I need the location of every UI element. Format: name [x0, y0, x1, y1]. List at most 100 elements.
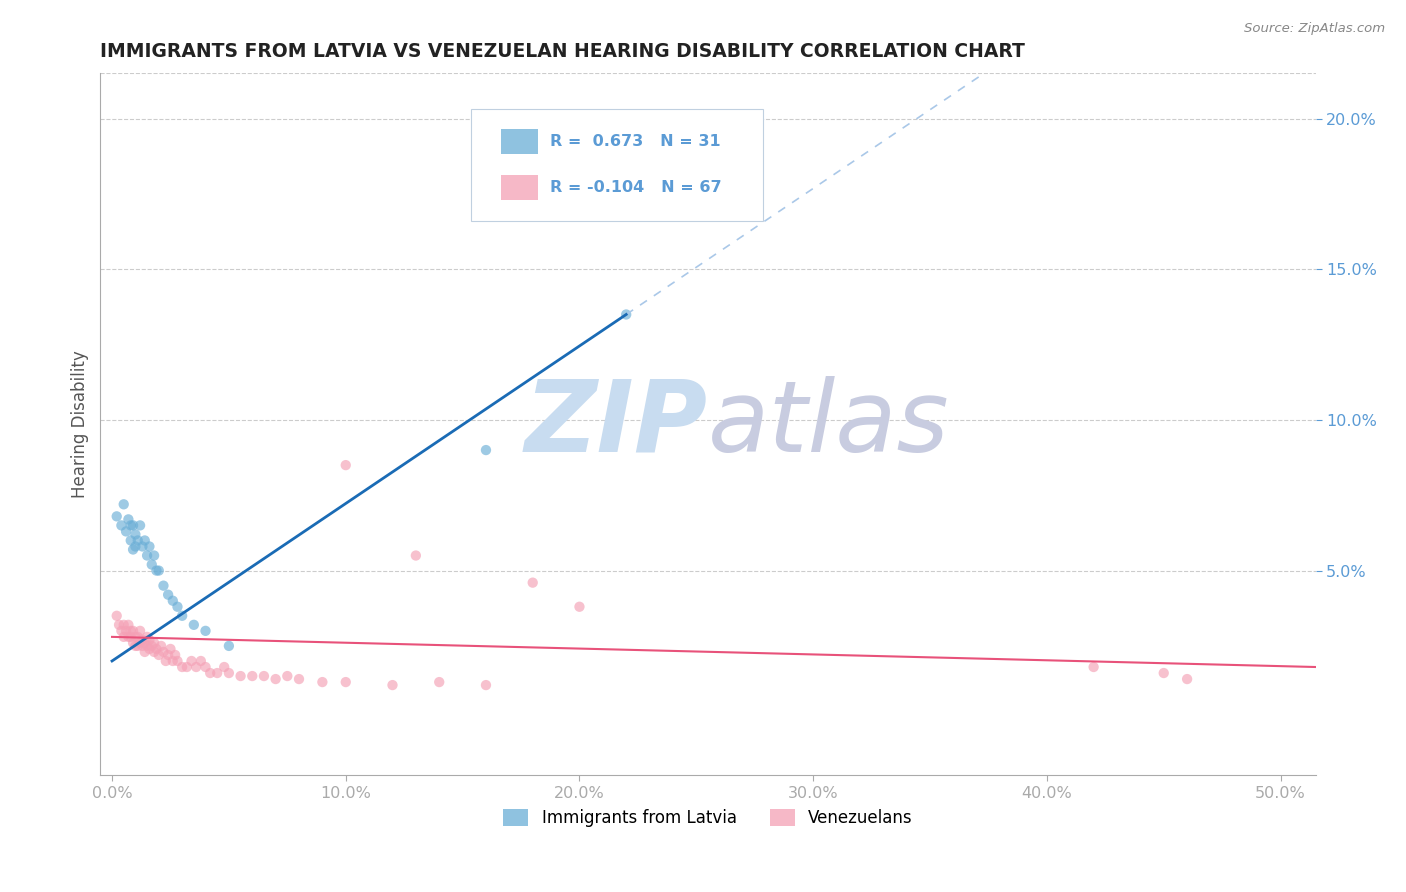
Point: [131, 540, 153, 554]
Point: [405, 549, 427, 563]
Bar: [502, 175, 538, 200]
Point: [120, 630, 142, 644]
Point: [136, 639, 159, 653]
Point: [134, 636, 156, 650]
Text: R =  0.673   N = 31: R = 0.673 N = 31: [550, 134, 721, 149]
Point: [475, 443, 498, 458]
Point: [253, 669, 276, 683]
Text: R = -0.104   N = 67: R = -0.104 N = 67: [550, 179, 721, 194]
Point: [129, 624, 152, 638]
Point: [205, 666, 228, 681]
Point: [155, 654, 177, 668]
Point: [131, 639, 153, 653]
Point: [105, 608, 128, 623]
Point: [122, 624, 145, 638]
Point: [115, 524, 138, 539]
Point: [112, 617, 135, 632]
Point: [143, 645, 166, 659]
Point: [122, 518, 145, 533]
Point: [127, 630, 149, 644]
Point: [124, 630, 146, 644]
Point: [186, 660, 208, 674]
Text: ZIP: ZIP: [524, 376, 709, 473]
Point: [381, 678, 404, 692]
Point: [240, 669, 263, 683]
Point: [1175, 672, 1198, 686]
Point: [212, 660, 235, 674]
Point: [122, 542, 145, 557]
Point: [134, 533, 156, 548]
Point: [172, 660, 194, 674]
Point: [475, 678, 498, 692]
Point: [127, 639, 149, 653]
Point: [141, 639, 163, 653]
Point: [427, 675, 450, 690]
Point: [105, 509, 128, 524]
Y-axis label: Hearing Disability: Hearing Disability: [72, 351, 89, 499]
Point: [138, 642, 160, 657]
Point: [180, 654, 202, 668]
Point: [120, 624, 142, 638]
Legend: Immigrants from Latvia, Venezuelans: Immigrants from Latvia, Venezuelans: [496, 802, 920, 834]
Point: [124, 527, 146, 541]
Point: [108, 617, 131, 632]
Point: [311, 675, 333, 690]
Text: Source: ZipAtlas.com: Source: ZipAtlas.com: [1244, 22, 1385, 36]
Point: [194, 660, 217, 674]
Point: [150, 639, 173, 653]
Point: [183, 617, 205, 632]
Point: [110, 624, 132, 638]
Point: [129, 518, 152, 533]
Point: [143, 636, 166, 650]
Point: [117, 630, 139, 644]
Point: [136, 630, 159, 644]
Point: [165, 648, 187, 662]
Point: [194, 624, 217, 638]
Point: [190, 654, 212, 668]
Point: [172, 608, 194, 623]
Point: [117, 617, 139, 632]
Point: [288, 672, 311, 686]
Bar: [502, 128, 538, 154]
Point: [157, 588, 180, 602]
Point: [335, 458, 357, 472]
Point: [120, 518, 142, 533]
Point: [152, 579, 174, 593]
Point: [522, 575, 544, 590]
Point: [218, 639, 240, 653]
Point: [264, 672, 287, 686]
Point: [1083, 660, 1105, 674]
Point: [335, 675, 357, 690]
Point: [120, 533, 142, 548]
Point: [127, 533, 149, 548]
Point: [148, 564, 170, 578]
Point: [112, 630, 135, 644]
Point: [159, 642, 181, 657]
Text: atlas: atlas: [709, 376, 949, 473]
FancyBboxPatch shape: [471, 109, 762, 221]
Point: [136, 549, 159, 563]
Point: [124, 639, 146, 653]
Point: [138, 632, 160, 647]
Point: [1153, 666, 1175, 681]
Point: [117, 512, 139, 526]
Point: [218, 666, 240, 681]
Point: [152, 645, 174, 659]
Point: [148, 648, 170, 662]
Point: [614, 308, 637, 322]
Point: [134, 645, 156, 659]
Point: [122, 636, 145, 650]
Point: [138, 540, 160, 554]
Point: [115, 624, 138, 638]
Point: [568, 599, 591, 614]
Point: [141, 558, 163, 572]
Point: [176, 660, 198, 674]
Point: [157, 648, 180, 662]
Point: [124, 540, 146, 554]
Point: [229, 669, 252, 683]
Point: [166, 654, 188, 668]
Point: [276, 669, 298, 683]
Point: [112, 497, 135, 511]
Point: [145, 642, 167, 657]
Point: [166, 599, 188, 614]
